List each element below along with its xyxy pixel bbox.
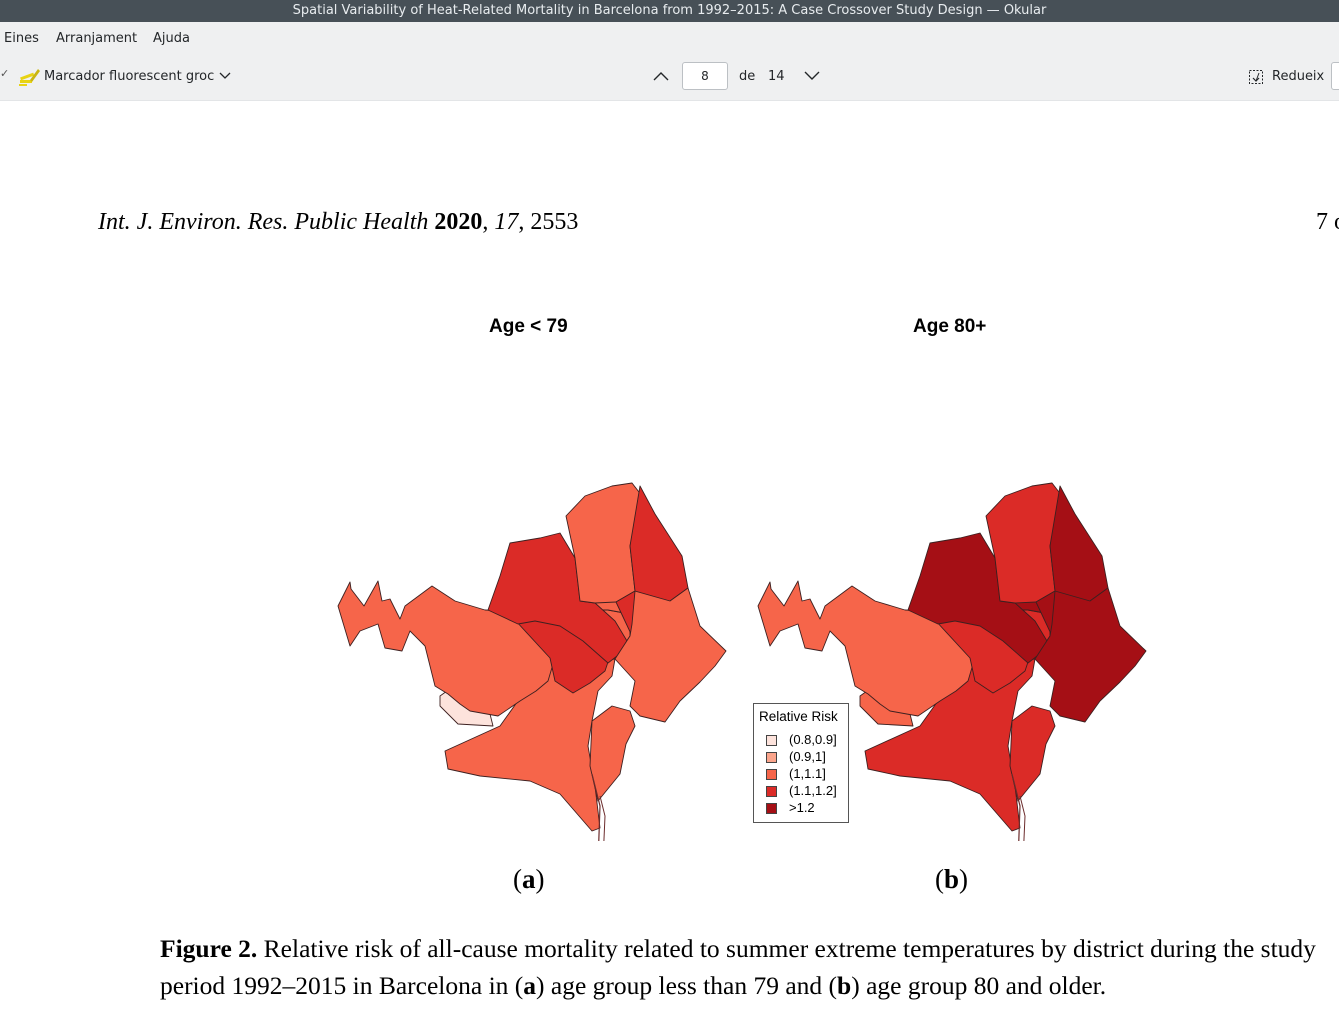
panel-b-title: Age 80+	[913, 316, 987, 337]
panel-b-label: (b)	[935, 864, 969, 894]
annotation-tool-selector[interactable]: Marcador fluorescent groc	[16, 63, 216, 91]
legend-swatch-3	[766, 786, 777, 797]
figure-caption: Figure 2. Relative risk of all-cause mor…	[160, 930, 1330, 1004]
zoom-level-field[interactable]	[1331, 62, 1339, 90]
coast-pier-b	[1011, 773, 1021, 841]
district-b-harbour	[1009, 705, 1056, 802]
zoom-out-button[interactable]: Redueix	[1246, 63, 1326, 91]
annotation-tool-label: Marcador fluorescent groc	[44, 69, 215, 84]
page-of-label: de	[739, 69, 756, 84]
legend-label: (0.8,0.9]	[789, 732, 837, 747]
map-a-districts	[337, 482, 727, 841]
caption-ref-a: a	[523, 971, 537, 1000]
caption-text-3: ) age group 80 and older.	[851, 971, 1107, 1000]
legend-title: Relative Risk	[759, 709, 838, 724]
journal-name: Int. J. Environ. Res. Public Health	[98, 209, 429, 235]
zoom-out-label: Redueix	[1272, 69, 1325, 84]
panel-a-title: Age < 79	[489, 316, 568, 337]
next-page-icon[interactable]	[803, 70, 821, 82]
caption-label: Figure 2.	[160, 934, 258, 963]
zoom-out-icon	[1249, 70, 1263, 84]
legend-label: (1.1,1.2]	[789, 783, 837, 798]
district-b-horta-guinardo	[907, 532, 1051, 664]
page-number-header: 7 o	[1316, 209, 1339, 235]
district-a-harbour	[589, 705, 636, 802]
menu-bar: Eines Arranjament Ajuda	[0, 22, 1339, 55]
legend-swatch-1	[766, 752, 777, 763]
coast-breakwater-a	[599, 795, 606, 841]
main-toolbar: ✓ Marcador fluorescent groc de 14 Reduei…	[0, 55, 1339, 101]
legend-label: >1.2	[789, 800, 815, 815]
caption-text-1: Relative risk of all-cause mortality rel…	[160, 934, 1316, 1000]
chevron-left-edge-icon[interactable]: ✓	[0, 67, 10, 80]
journal-header: Int. J. Environ. Res. Public Health 2020…	[98, 209, 579, 235]
chevron-down-icon[interactable]	[218, 71, 232, 81]
relative-risk-legend: Relative Risk (0.8,0.9] (0.9,1] (1,1.1] …	[753, 703, 849, 823]
panel-a-letter: a	[522, 864, 536, 894]
journal-year: 2020	[434, 209, 483, 235]
district-b-sant-marti	[1034, 587, 1147, 723]
legend-swatch-4	[766, 803, 777, 814]
map-panel-a	[337, 482, 727, 841]
window-title: Spatial Variability of Heat-Related Mort…	[292, 3, 1047, 18]
map-panel-b	[757, 482, 1147, 841]
journal-volume: 17	[494, 209, 519, 235]
district-a-sant-marti	[614, 587, 727, 723]
caption-ref-b: b	[837, 971, 852, 1000]
legend-swatch-2	[766, 769, 777, 780]
menu-arranjament[interactable]: Arranjament	[56, 31, 138, 46]
document-page: Int. J. Environ. Res. Public Health 2020…	[0, 101, 1339, 1018]
map-b-districts	[757, 482, 1147, 841]
coast-pier-a	[591, 773, 601, 841]
page-number-input[interactable]	[682, 62, 728, 90]
panel-b-letter: b	[944, 864, 960, 894]
district-a-horta-guinardo	[487, 532, 631, 664]
menu-ajuda[interactable]: Ajuda	[153, 31, 190, 46]
journal-article: 2553	[530, 209, 579, 235]
highlighter-icon	[19, 69, 40, 86]
menu-eines[interactable]: Eines	[4, 31, 39, 46]
legend-label: (1,1.1]	[789, 766, 826, 781]
previous-page-icon[interactable]	[652, 70, 670, 82]
panel-a-label: (a)	[513, 864, 545, 894]
coast-breakwater-b	[1019, 795, 1026, 841]
legend-swatch-0	[766, 735, 777, 746]
caption-text-2: ) age group less than 79 and (	[536, 971, 838, 1000]
page-total: 14	[768, 69, 785, 84]
legend-label: (0.9,1]	[789, 749, 826, 764]
window-titlebar: Spatial Variability of Heat-Related Mort…	[0, 0, 1339, 22]
